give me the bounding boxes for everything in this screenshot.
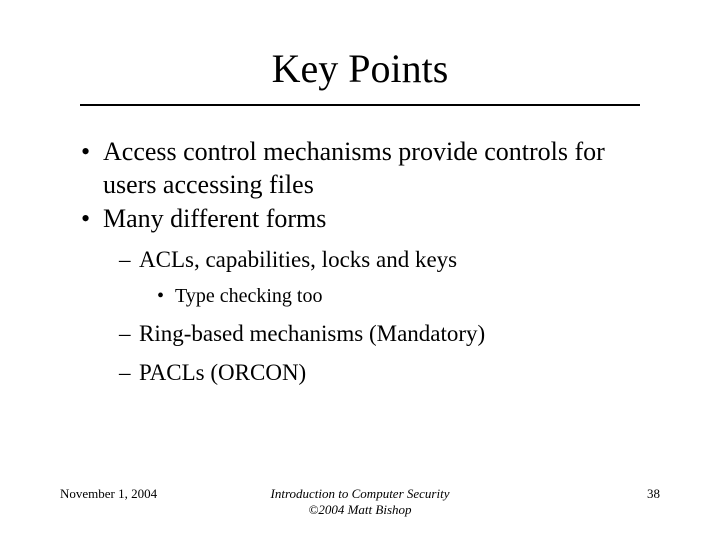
slide-content: Access control mechanisms provide contro… <box>60 136 660 388</box>
bullet-sub-1: ACLs, capabilities, locks and keys <box>75 244 660 275</box>
bullet-sub-2: Ring-based mechanisms (Mandatory) <box>75 318 660 349</box>
slide-container: Key Points Access control mechanisms pro… <box>0 0 720 540</box>
footer-center: Introduction to Computer Security ©2004 … <box>210 486 510 519</box>
bullet-subsub-1: Type checking too <box>75 283 660 310</box>
footer-course-title: Introduction to Computer Security <box>271 486 450 501</box>
bullet-item-1: Access control mechanisms provide contro… <box>75 136 660 201</box>
footer-date: November 1, 2004 <box>60 486 210 502</box>
bullet-item-2: Many different forms <box>75 203 660 236</box>
slide-footer: November 1, 2004 Introduction to Compute… <box>60 486 660 519</box>
title-underline <box>80 104 640 106</box>
bullet-sub-3: PACLs (ORCON) <box>75 357 660 388</box>
footer-page-number: 38 <box>510 486 660 502</box>
footer-copyright: ©2004 Matt Bishop <box>308 502 411 517</box>
slide-title: Key Points <box>60 45 660 92</box>
